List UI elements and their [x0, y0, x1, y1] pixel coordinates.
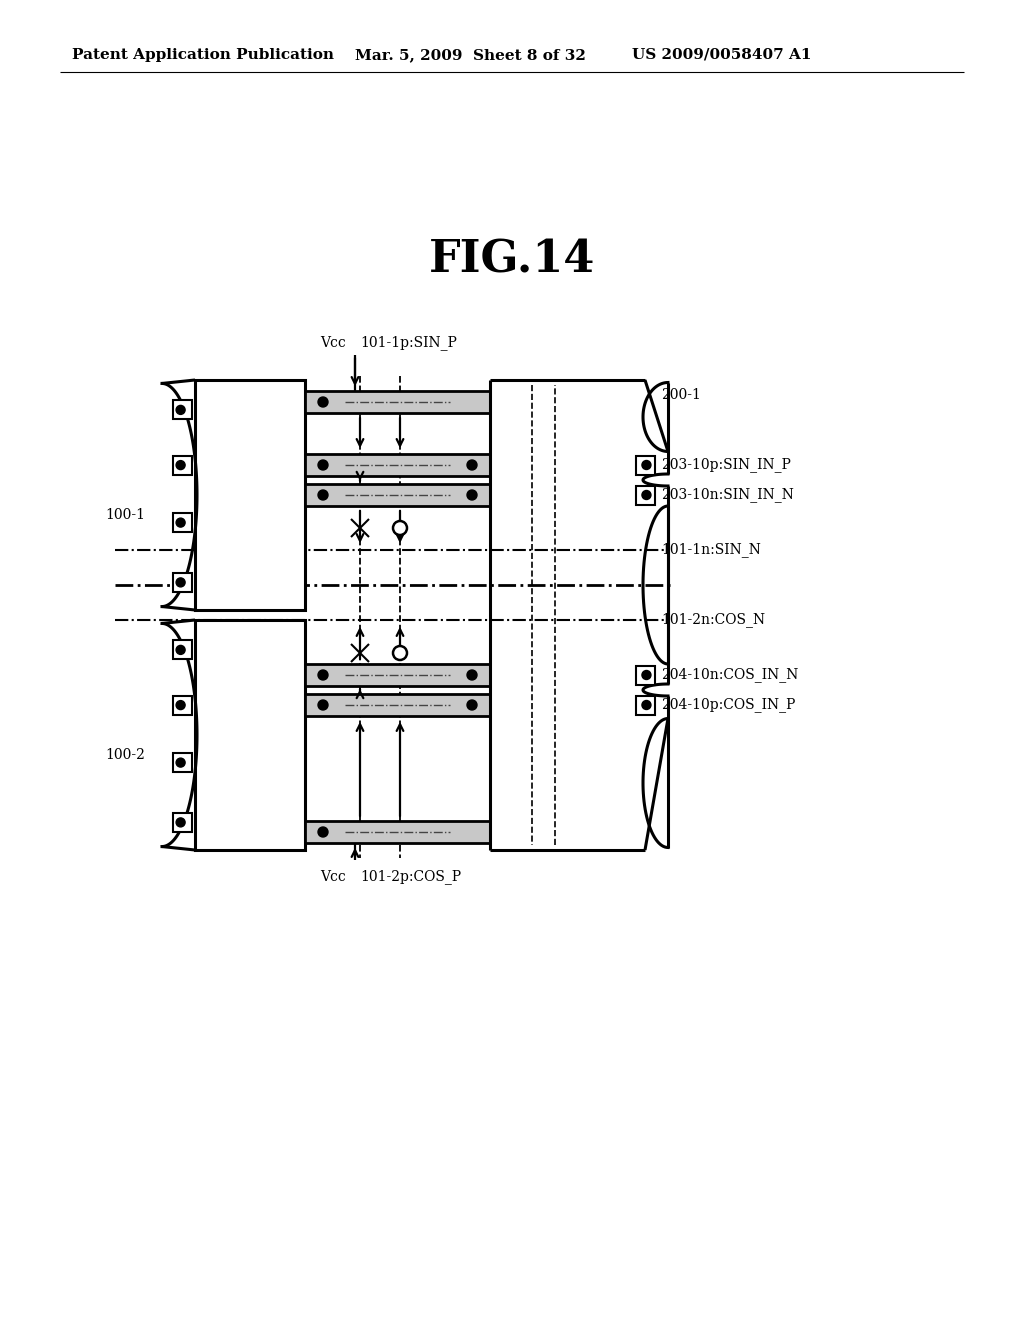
Circle shape [176, 578, 185, 587]
Bar [305, 454, 490, 477]
Circle shape [318, 700, 328, 710]
Circle shape [467, 700, 477, 710]
Circle shape [467, 671, 477, 680]
Circle shape [176, 405, 185, 414]
Text: 101-2p:COS_P: 101-2p:COS_P [360, 870, 461, 884]
Text: Vcc: Vcc [319, 870, 346, 884]
Bar [173, 696, 193, 714]
Circle shape [393, 521, 407, 535]
Circle shape [393, 645, 407, 660]
Bar [195, 620, 305, 850]
Circle shape [176, 701, 185, 710]
Circle shape [318, 828, 328, 837]
Text: 200-1: 200-1 [662, 388, 700, 403]
Circle shape [642, 461, 651, 470]
Bar [173, 640, 193, 660]
Circle shape [176, 645, 185, 655]
Circle shape [176, 758, 185, 767]
Circle shape [318, 397, 328, 407]
Circle shape [318, 490, 328, 500]
Bar [636, 665, 655, 685]
Bar [305, 821, 490, 843]
Text: Mar. 5, 2009  Sheet 8 of 32: Mar. 5, 2009 Sheet 8 of 32 [355, 48, 586, 62]
Text: 204-10p:COS_IN_P: 204-10p:COS_IN_P [662, 697, 796, 713]
Text: 100-2: 100-2 [105, 748, 144, 762]
Text: 204-10n:COS_IN_N: 204-10n:COS_IN_N [662, 668, 799, 682]
Circle shape [642, 671, 651, 680]
Text: FIG.14: FIG.14 [429, 239, 595, 281]
Circle shape [176, 519, 185, 527]
Bar [173, 400, 193, 420]
Bar [636, 486, 655, 504]
Circle shape [318, 671, 328, 680]
Bar [636, 696, 655, 714]
Bar [173, 573, 193, 591]
Circle shape [318, 459, 328, 470]
Circle shape [176, 461, 185, 470]
Circle shape [642, 491, 651, 499]
Bar [173, 455, 193, 475]
Circle shape [467, 459, 477, 470]
Text: 203-10p:SIN_IN_P: 203-10p:SIN_IN_P [662, 458, 791, 473]
Bar [305, 484, 490, 506]
Circle shape [467, 490, 477, 500]
Text: Vcc: Vcc [319, 337, 346, 350]
Text: 101-2n:COS_N: 101-2n:COS_N [662, 612, 765, 627]
Bar [305, 694, 490, 715]
Text: 203-10n:SIN_IN_N: 203-10n:SIN_IN_N [662, 487, 794, 503]
Bar [305, 664, 490, 686]
Bar [195, 380, 305, 610]
Circle shape [642, 701, 651, 710]
Bar [173, 513, 193, 532]
Text: US 2009/0058407 A1: US 2009/0058407 A1 [632, 48, 811, 62]
Bar [305, 391, 490, 413]
Text: 101-1n:SIN_N: 101-1n:SIN_N [662, 543, 761, 557]
Circle shape [176, 818, 185, 826]
Bar [173, 754, 193, 772]
Bar [173, 813, 193, 832]
Bar [636, 455, 655, 474]
Text: 101-1p:SIN_P: 101-1p:SIN_P [360, 335, 457, 350]
Text: 100-1: 100-1 [105, 508, 145, 521]
Text: Patent Application Publication: Patent Application Publication [72, 48, 334, 62]
